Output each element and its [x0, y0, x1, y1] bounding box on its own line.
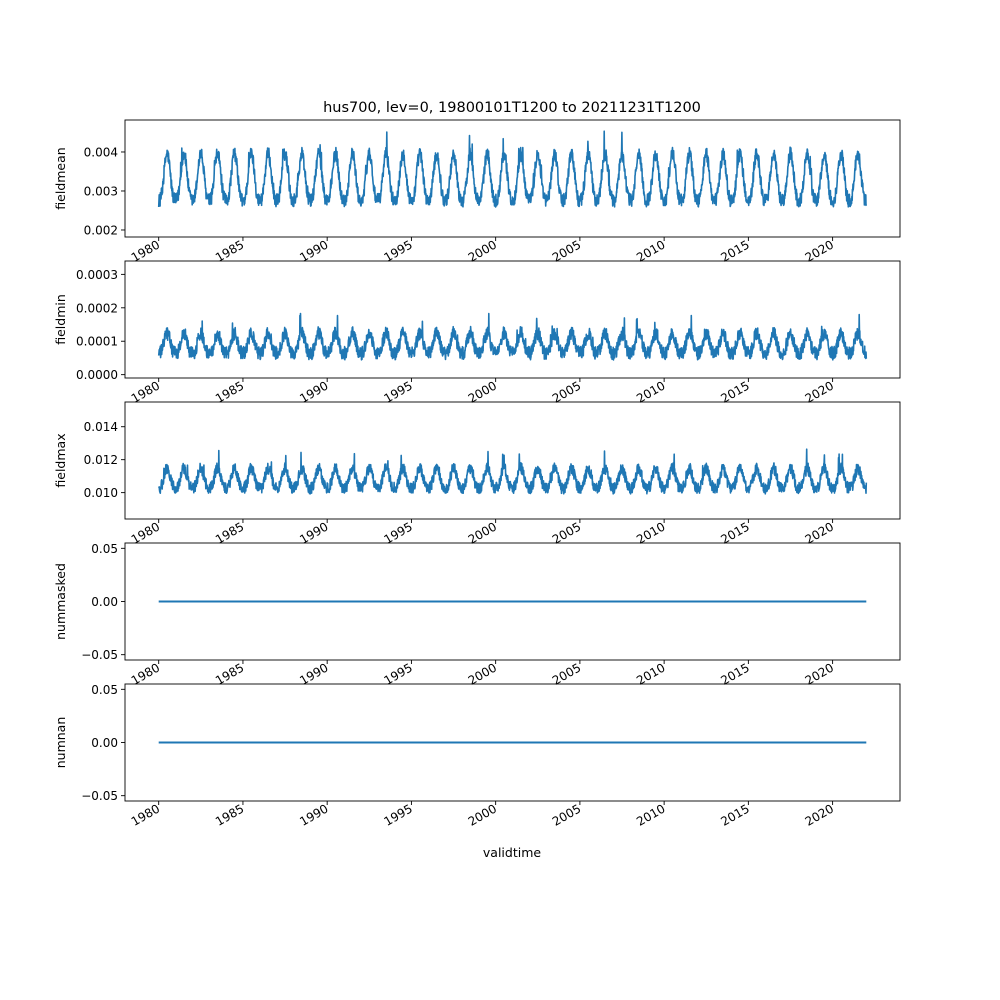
y-axis-label-fieldmax: fieldmax: [53, 433, 68, 487]
y-tick-label: 0.00: [91, 736, 118, 750]
axes-frame: [124, 401, 901, 520]
x-tick-label: 1980: [129, 801, 162, 828]
x-tick-label: 2020: [803, 801, 836, 828]
y-axis-label-numnan: numnan: [53, 717, 68, 769]
subplot-numnan: −0.05 0.00 0.05 1980 1985 1990 1995 2000 2005 201…: [53, 683, 901, 829]
x-tick-label: 2005: [550, 801, 583, 828]
series-line-fieldmean: [157, 130, 868, 208]
y-tick-label: −0.05: [81, 789, 118, 803]
x-axis-label: validtime: [483, 845, 541, 860]
axes-frame: [124, 260, 901, 379]
y-axis-label-nummasked: nummasked: [53, 563, 68, 640]
y-tick-label: 0.014: [84, 420, 118, 434]
x-tick-label: 2010: [634, 801, 667, 828]
x-tick-label: 1995: [381, 801, 414, 828]
x-tick-label: 2015: [718, 801, 751, 828]
y-tick-label: 0.004: [84, 145, 118, 159]
y-axis-label-fieldmean: fieldmean: [53, 147, 68, 209]
y-tick-label: 0.0001: [76, 335, 118, 349]
y-tick-label: −0.05: [81, 648, 118, 662]
figure-title: hus700, lev=0, 19800101T1200 to 20211231…: [323, 100, 701, 116]
y-tick-label: 0.003: [84, 184, 118, 198]
y-axis-label-fieldmin: fieldmin: [53, 294, 68, 345]
y-tick-label: 0.0000: [76, 368, 118, 382]
series-line-fieldmax: [158, 448, 868, 495]
y-tick-label: 0.002: [84, 223, 118, 237]
series-line-fieldmin: [157, 312, 868, 361]
x-tick-label: 1985: [213, 801, 246, 828]
x-tick-label: 2000: [466, 801, 499, 828]
y-tick-label: 0.05: [91, 542, 118, 556]
y-tick-label: 0.010: [84, 486, 118, 500]
y-tick-label: 0.0003: [76, 268, 118, 282]
y-tick-label: 0.00: [91, 595, 118, 609]
axes-frame: [124, 119, 901, 238]
y-tick-label: 0.0002: [76, 301, 118, 315]
y-tick-label: 0.05: [91, 683, 118, 697]
subplots: 0.002 0.003 0.004 1980 1985 1990 1995 2000 2005 2…: [53, 119, 901, 829]
x-tick-label: 1990: [297, 801, 330, 828]
y-tick-label: 0.012: [84, 453, 118, 467]
